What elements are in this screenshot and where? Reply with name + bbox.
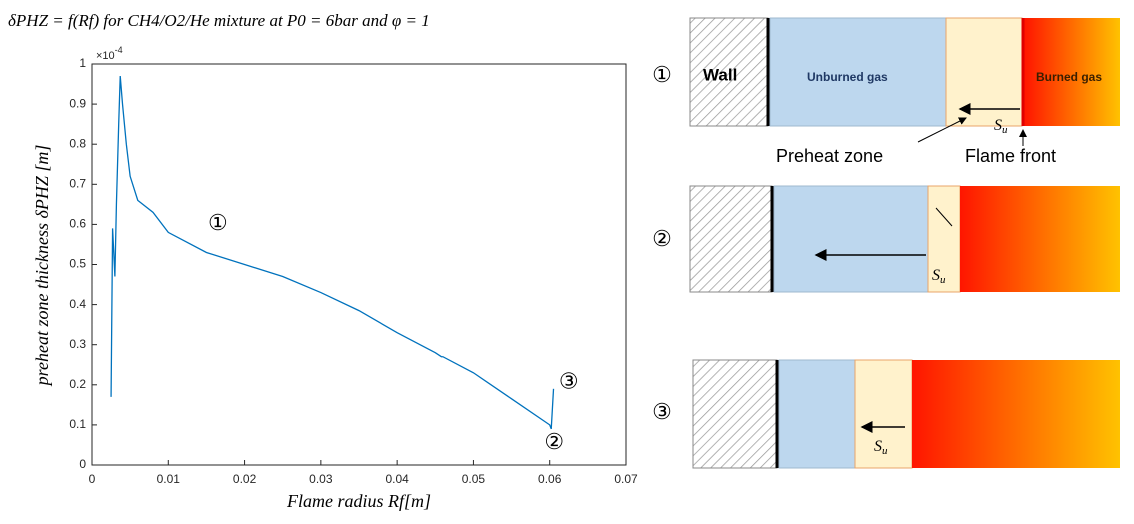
speed-base: S (994, 117, 1002, 134)
x-tick-label: 0.01 (157, 472, 181, 486)
y-tick-label: 0.8 (69, 136, 86, 150)
speed-label: Su (994, 117, 1008, 136)
x-tick-label: 0.06 (538, 472, 562, 486)
preheat-block (945, 17, 1023, 127)
x-tick-label: 0.03 (309, 472, 333, 486)
wall-block (689, 185, 773, 293)
x-tick-label: 0.04 (385, 472, 409, 486)
unburned-block (778, 359, 856, 469)
wall-label: Wall (703, 65, 737, 84)
speed-label: Su (874, 438, 888, 457)
x-tick-label: 0.02 (233, 472, 257, 486)
speed-sub: u (1002, 124, 1008, 136)
y-multiplier-exponent: -4 (115, 45, 123, 55)
x-axis-label: Flame radius Rf[m] (286, 491, 431, 511)
burned-label: Burned gas (1036, 70, 1102, 84)
wall-block (692, 359, 778, 469)
chart-title: δPHZ = f(Rf) for CH4/O2/He mixture at P0… (8, 11, 430, 30)
burned-block (960, 186, 1120, 292)
unburned-block (769, 17, 947, 127)
row-label: ② (652, 226, 672, 251)
data-line (110, 75, 555, 430)
flame-front-label: Flame front (965, 146, 1056, 166)
x-tick-label: 0.07 (614, 472, 638, 486)
burned-block (1024, 18, 1120, 126)
y-multiplier-base: ×10 (96, 50, 115, 62)
y-tick-label: 0.5 (69, 257, 86, 271)
y-axis-label: preheat zone thickness δPHZ [m] (32, 145, 52, 388)
annotation: ② (544, 429, 564, 454)
row-label: ① (652, 62, 672, 87)
y-tick-label: 0 (79, 457, 86, 471)
unburned-block (773, 185, 929, 293)
y-tick-label: 0.3 (69, 337, 86, 351)
unburned-label: Unburned gas (807, 70, 888, 84)
pointer (935, 207, 953, 227)
speed-label: Su (932, 267, 946, 286)
preheat-block (854, 359, 913, 469)
burned-block (912, 360, 1120, 468)
speed-sub: u (882, 445, 888, 457)
row-label: ③ (652, 399, 672, 424)
y-tick-label: 0.1 (69, 417, 86, 431)
annotation: ③ (559, 369, 579, 394)
preheat-label: Preheat zone (776, 146, 883, 166)
diagram: Wall Unburned gas Burned gas Su Preheat … (652, 17, 1120, 469)
y-tick-label: 1 (79, 56, 86, 70)
speed-base: S (874, 438, 882, 455)
pointer (917, 117, 967, 143)
y-tick-label: 0.9 (69, 96, 86, 110)
plot: 0 0.01 0.02 0.03 0.04 0.05 0.06 0.07 0 0.1 0.2 0.3 0… (69, 56, 638, 486)
x-tick-label: 0 (89, 472, 96, 486)
y-tick-label: 0.2 (69, 377, 86, 391)
y-multiplier: ×10-4 (96, 45, 123, 62)
speed-base: S (932, 267, 940, 284)
preheat-block (927, 185, 961, 293)
speed-sub: u (940, 274, 946, 286)
plot-area (91, 63, 627, 466)
y-tick-label: 0.4 (69, 297, 86, 311)
y-tick-label: 0.6 (69, 217, 86, 231)
x-tick-label: 0.05 (462, 472, 486, 486)
annotation: ① (208, 210, 228, 235)
y-tick-label: 0.7 (69, 176, 86, 190)
